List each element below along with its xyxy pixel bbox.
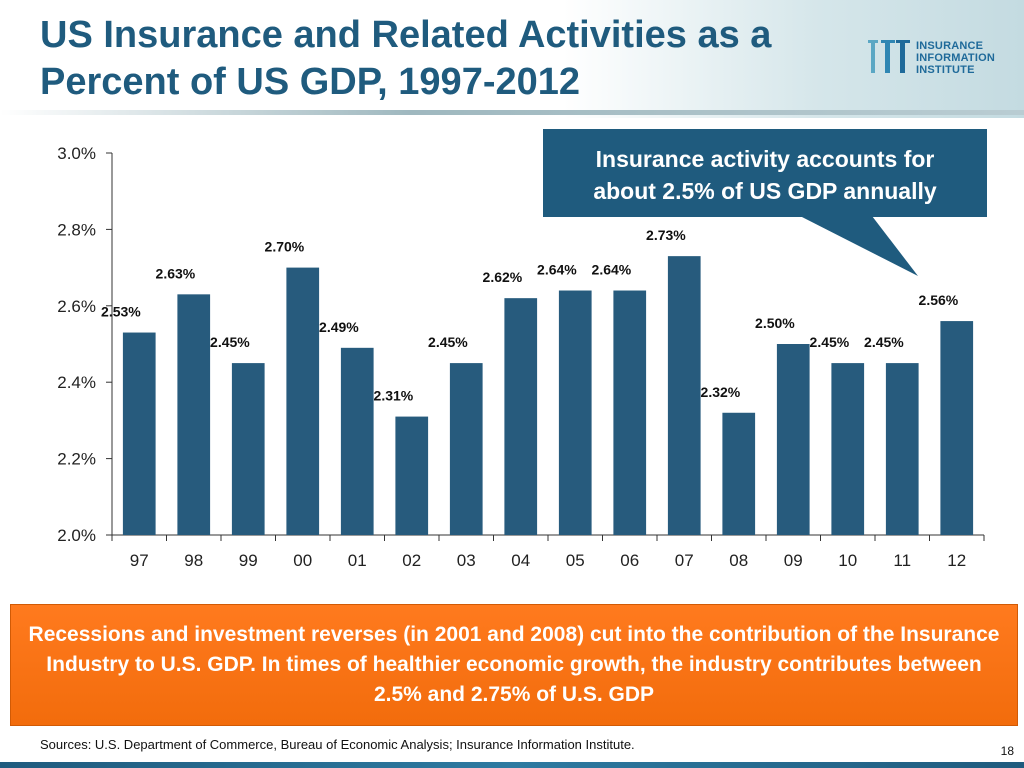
bar — [286, 267, 320, 535]
x-tick-label: 11 — [893, 551, 911, 570]
callout-line-2: about 2.5% of US GDP annually — [593, 178, 937, 204]
x-tick-label: 05 — [566, 551, 585, 570]
header-band — [0, 0, 1024, 118]
bar-value-label: 2.63% — [156, 265, 196, 281]
callout-pointer — [800, 216, 918, 276]
bar — [776, 344, 810, 535]
bar — [940, 321, 974, 535]
bar — [722, 412, 756, 535]
callout: Insurance activity accounts for about 2.… — [543, 129, 987, 276]
bar-value-label: 2.31% — [374, 388, 414, 404]
bar — [177, 294, 211, 535]
iii-logo-text: INSURANCE INFORMATION INSTITUTE — [916, 40, 995, 76]
bar-value-label: 2.53% — [101, 304, 141, 320]
bar — [667, 256, 701, 535]
sources-note: Sources: U.S. Department of Commerce, Bu… — [40, 737, 635, 752]
callout-box — [543, 129, 987, 217]
chart-bars — [122, 256, 974, 535]
bar — [885, 363, 919, 535]
x-tick-label: 12 — [947, 551, 966, 570]
iii-logo-icon — [868, 40, 910, 73]
x-tick-label: 03 — [457, 551, 476, 570]
callout-line-1: Insurance activity accounts for — [596, 146, 935, 172]
bar — [231, 363, 265, 535]
bar — [831, 363, 865, 535]
bar-value-label: 2.73% — [646, 227, 686, 243]
bar-value-label: 2.32% — [701, 384, 741, 400]
footer-divider — [0, 762, 1024, 768]
x-tick-label: 01 — [348, 551, 367, 570]
bar-chart: 2.0% 2.2% 2.4% 2.6% 2.8% 3.0% 97 98 99 00 01 02 03 04… — [57, 129, 987, 570]
slide-title: US Insurance and Related Activities as a… — [40, 14, 772, 103]
bar — [122, 332, 156, 535]
bar — [340, 347, 374, 535]
summary-text: Recessions and investment reverses (in 2… — [28, 623, 1000, 706]
y-tick-label: 2.2% — [57, 450, 96, 469]
bar-value-label: 2.70% — [265, 239, 305, 255]
bar-value-label: 2.64% — [537, 262, 577, 278]
x-tick-label: 97 — [130, 551, 149, 570]
x-tick-label: 02 — [402, 551, 421, 570]
y-tick-label: 3.0% — [57, 144, 96, 163]
chart-axes: 2.0% 2.2% 2.4% 2.6% 2.8% 3.0% 97 98 99 00 01 02 03 04… — [57, 144, 985, 570]
bar-value-label: 2.45% — [864, 334, 904, 350]
x-tick-label: 08 — [729, 551, 748, 570]
x-tick-label: 04 — [511, 551, 530, 570]
bar-value-label: 2.45% — [810, 334, 850, 350]
x-tick-label: 00 — [293, 551, 312, 570]
bar-value-label: 2.50% — [755, 315, 795, 331]
bar-value-label: 2.45% — [428, 334, 468, 350]
bar-value-label: 2.56% — [919, 292, 959, 308]
x-tick-label: 99 — [239, 551, 258, 570]
bar — [504, 298, 538, 535]
chart-data-labels: 2.53% 2.63% 2.45% 2.70% 2.49% 2.31% 2.45% 2.62%… — [101, 227, 959, 403]
bar — [395, 416, 429, 535]
x-tick-label: 06 — [620, 551, 639, 570]
bar-value-label: 2.62% — [483, 269, 523, 285]
y-tick-label: 2.6% — [57, 297, 96, 316]
summary-banner: Recessions and investment reverses (in 2… — [10, 604, 1018, 726]
bar-value-label: 2.64% — [592, 262, 632, 278]
bar-value-label: 2.45% — [210, 334, 250, 350]
bar-value-label: 2.49% — [319, 319, 359, 335]
y-tick-label: 2.0% — [57, 526, 96, 545]
bar — [558, 290, 592, 535]
y-tick-label: 2.4% — [57, 373, 96, 392]
header-divider — [0, 110, 1024, 115]
x-tick-label: 98 — [184, 551, 203, 570]
x-tick-label: 09 — [784, 551, 803, 570]
bar — [613, 290, 647, 535]
x-tick-label: 07 — [675, 551, 694, 570]
y-tick-label: 2.8% — [57, 220, 96, 239]
bar — [449, 363, 483, 535]
x-tick-label: 10 — [838, 551, 857, 570]
page-number: 18 — [1000, 744, 1014, 758]
iii-logo: INSURANCE INFORMATION INSTITUTE — [868, 36, 1018, 80]
